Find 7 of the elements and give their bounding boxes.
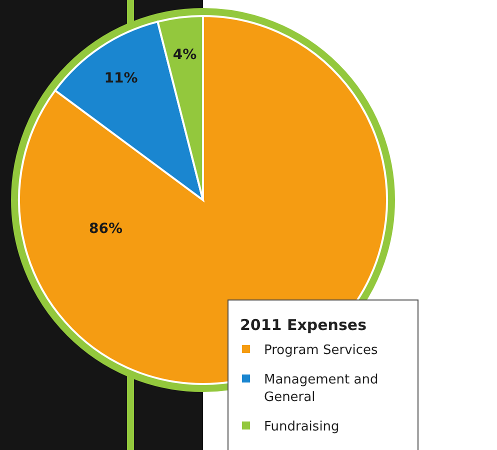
slice-label: Program Services bbox=[264, 343, 378, 358]
legend-label: Management and General bbox=[264, 372, 378, 406]
data-label: 11% bbox=[104, 70, 138, 87]
data-label: 4% bbox=[172, 46, 197, 63]
legend-title: 2011 Expenses bbox=[240, 316, 367, 334]
legend-label: Fundraising bbox=[264, 420, 340, 434]
data-label: 86% bbox=[88, 220, 122, 237]
